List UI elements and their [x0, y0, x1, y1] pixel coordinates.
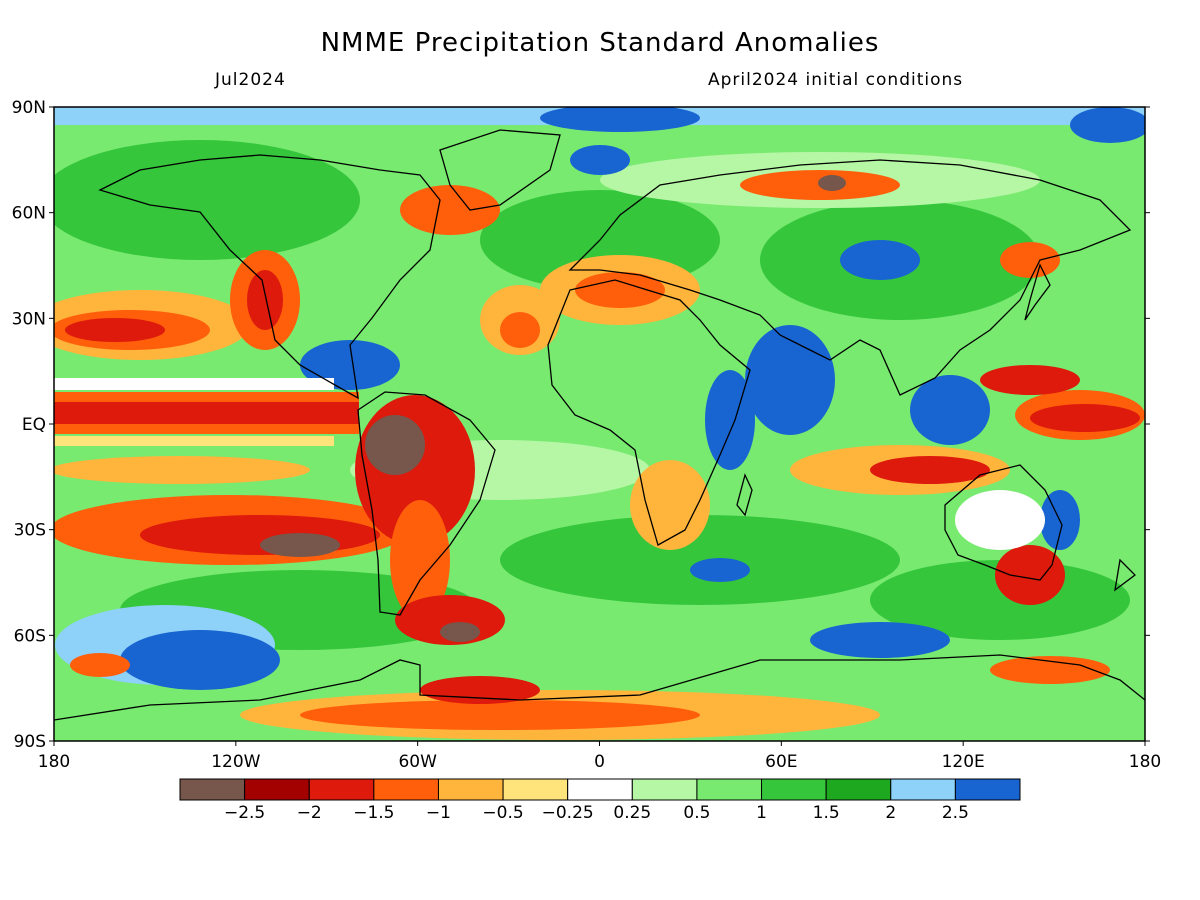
colorbar-label: −2.5 — [224, 803, 265, 823]
anomaly-patch — [1030, 404, 1140, 432]
coastline-greenland — [439, 129, 561, 211]
anomaly-patch — [300, 340, 400, 390]
anomaly-patch — [1000, 242, 1060, 278]
colorbar-label: −2 — [297, 803, 322, 823]
map-title: NMME Precipitation Standard Anomalies — [320, 28, 880, 58]
lon-label: 120E — [942, 752, 985, 772]
anomaly-patch — [65, 318, 165, 342]
lon-label: 0 — [594, 752, 605, 772]
colorbar-label: 0.5 — [683, 803, 710, 823]
anomaly-patch — [247, 270, 283, 330]
axis-ticks — [49, 106, 1150, 746]
coastline-japan — [1024, 263, 1051, 321]
lon-label: 60W — [398, 752, 437, 772]
colorbar-label: −0.25 — [542, 803, 594, 823]
lon-label: 60E — [765, 752, 797, 772]
colorbar-labels: −2.5 −2 −1.5 −1 −0.5 −0.25 0.25 0.5 1 1.5 2 2.5 — [224, 803, 969, 823]
forecast-month: Jul2024 — [215, 70, 286, 90]
anomaly-patch — [910, 375, 990, 445]
anomaly-patch — [690, 558, 750, 582]
colorbar-label: 2.5 — [942, 803, 969, 823]
anomaly-patch — [705, 370, 755, 470]
anomaly-patch — [120, 630, 280, 690]
initial-conditions: April2024 initial conditions — [708, 70, 964, 90]
lat-label: 90N — [12, 98, 46, 118]
anomaly-patch — [54, 436, 334, 446]
anomaly-patch — [1070, 107, 1145, 143]
anomaly-patch — [810, 622, 950, 658]
lon-label: 180 — [38, 752, 70, 772]
lon-label: 120W — [211, 752, 260, 772]
coastline-australia — [944, 464, 1063, 581]
anomaly-patch — [140, 515, 380, 555]
colorbar-swatch — [308, 778, 375, 801]
anomaly-patch — [54, 378, 334, 390]
longitude-axis: 180 120W 60W 0 60E 120E 180 — [38, 752, 1161, 772]
anomaly-patch — [400, 185, 500, 235]
anomaly-patch — [870, 560, 1130, 640]
coastline-north-america — [98, 154, 441, 400]
coastline-antarctica — [54, 654, 1145, 721]
coastline-south-america — [357, 391, 496, 616]
colorbar-swatch — [631, 778, 698, 801]
anomaly-patch — [570, 145, 630, 175]
colorbar-swatch — [244, 778, 310, 801]
coastline-madagascar — [736, 473, 753, 517]
anomaly-patch — [54, 402, 359, 424]
anomaly-patch — [995, 545, 1065, 605]
colorbar-label: 0.25 — [613, 803, 651, 823]
anomaly-patch — [500, 515, 900, 605]
anomaly-patch — [980, 365, 1080, 395]
anomaly-patch — [390, 500, 450, 620]
coastline-eurasia — [568, 159, 1132, 396]
anomaly-patch — [745, 325, 835, 435]
anomaly-field — [54, 107, 1145, 741]
anomaly-patch — [818, 175, 846, 191]
lat-label: EQ — [22, 415, 46, 435]
anomaly-patch — [54, 456, 310, 484]
anomaly-patch — [575, 272, 665, 308]
coastline-new-zealand — [1114, 558, 1136, 592]
colorbar-swatch — [567, 778, 633, 801]
anomaly-patch — [440, 622, 480, 642]
lat-label: 30S — [14, 521, 46, 541]
lat-label: 90S — [14, 732, 46, 752]
colorbar-swatch — [696, 778, 763, 801]
anomaly-patch — [54, 140, 360, 260]
lon-label: 180 — [1129, 752, 1161, 772]
colorbar-label: 2 — [885, 803, 896, 823]
coastline-africa — [547, 279, 751, 546]
latitude-axis: 90N 60N 30N EQ 30S 60S 90S — [12, 98, 46, 752]
anomaly-patch — [955, 490, 1045, 550]
colorbar-swatch — [437, 778, 504, 801]
anomaly-patch — [365, 415, 425, 475]
colorbar-swatch — [954, 778, 1021, 801]
anomaly-patch — [630, 460, 710, 550]
colorbar-label: −0.5 — [482, 803, 523, 823]
lat-label: 60S — [14, 626, 46, 646]
coastlines — [54, 129, 1145, 721]
anomaly-patch — [300, 700, 700, 730]
anomaly-patch — [990, 656, 1110, 684]
anomaly-patch — [500, 312, 540, 348]
colorbar-swatch — [890, 778, 956, 801]
anomaly-patch — [260, 533, 340, 557]
colorbar-label: 1 — [756, 803, 767, 823]
colorbar-swatch — [825, 778, 892, 801]
anomaly-patch — [70, 653, 130, 677]
colorbar-swatch — [373, 778, 439, 801]
colorbar-label: 1.5 — [813, 803, 840, 823]
anomaly-patch — [540, 107, 700, 132]
colorbar-label: −1.5 — [353, 803, 394, 823]
anomaly-patch — [840, 240, 920, 280]
lat-label: 60N — [12, 204, 46, 224]
colorbar-label: −1 — [426, 803, 451, 823]
colorbar — [179, 778, 1021, 801]
anomaly-patch — [870, 456, 990, 484]
lat-label: 30N — [12, 309, 46, 329]
colorbar-swatch — [761, 778, 827, 801]
colorbar-swatch — [502, 778, 569, 801]
colorbar-swatch — [179, 778, 246, 801]
